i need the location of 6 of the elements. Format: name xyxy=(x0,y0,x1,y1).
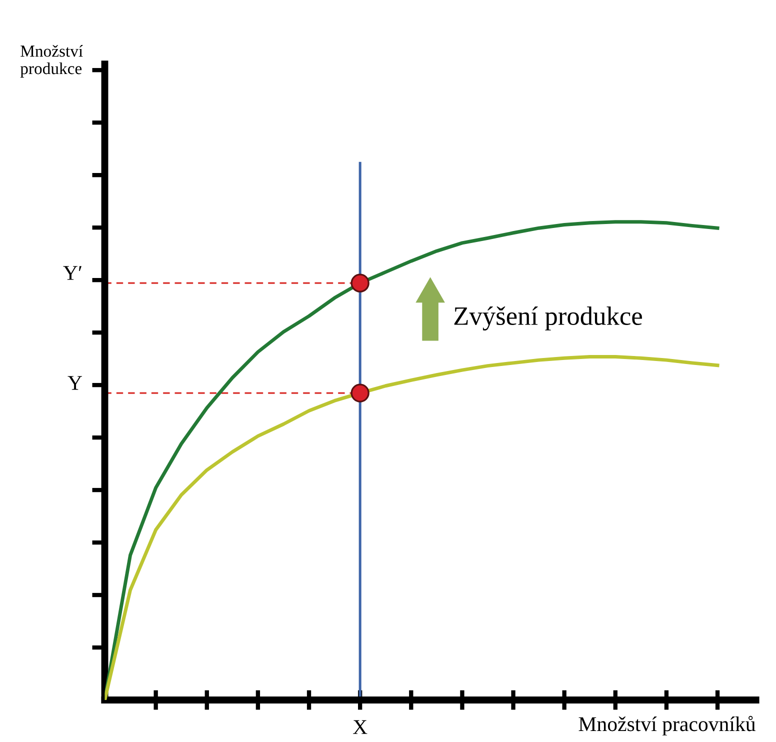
annotation: Zvýšení produkce xyxy=(454,306,642,330)
text: Množství pracovníků xyxy=(578,716,756,736)
ref-line-label: Y′ xyxy=(63,266,82,280)
text: Množství produkce xyxy=(20,45,83,78)
text: X xyxy=(353,720,368,734)
ref-line-label: Y xyxy=(68,376,82,390)
